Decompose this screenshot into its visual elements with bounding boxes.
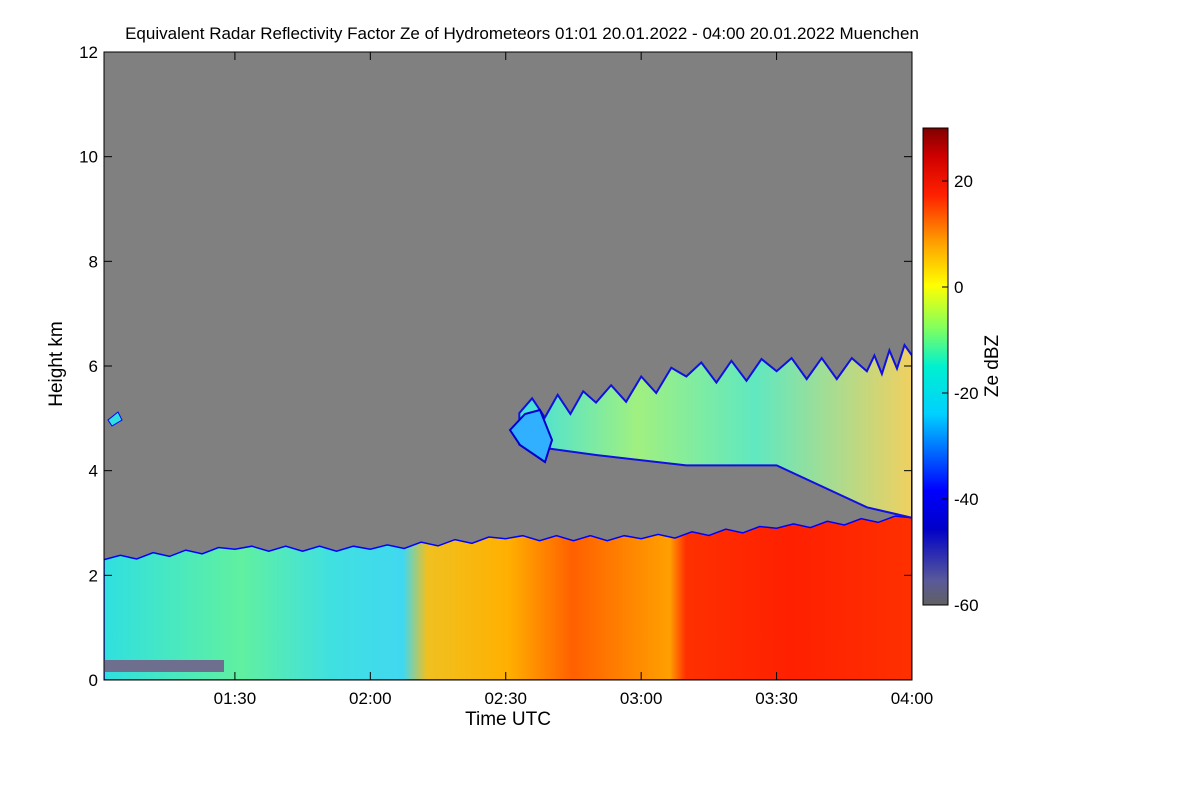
cloud-fragment: [107, 411, 123, 427]
chart-title: Equivalent Radar Reflectivity Factor Ze …: [125, 24, 919, 43]
plot-area: [104, 52, 912, 680]
x-tick-label: 01:30: [214, 689, 257, 708]
colorbar-label: Ze dBZ: [982, 334, 1003, 397]
y-axis-label: Height km: [46, 321, 67, 407]
upper-cloud-layer: [518, 342, 912, 519]
colorbar-tick-label: 0: [954, 278, 963, 297]
ground-clutter: [104, 660, 224, 672]
y-tick-label: 0: [89, 671, 98, 690]
y-tick-label: 12: [79, 43, 98, 62]
y-tick-label: 4: [89, 462, 98, 481]
colorbar: [922, 127, 949, 606]
colorbar-tick-label: -40: [954, 490, 979, 509]
x-tick-label: 04:00: [891, 689, 934, 708]
y-tick-label: 8: [89, 252, 98, 271]
y-tick-label: 10: [79, 148, 98, 167]
colorbar-tick-label: -60: [954, 596, 979, 615]
lower-cloud-layer: [104, 515, 912, 680]
x-axis-label: Time UTC: [465, 709, 551, 730]
x-tick-label: 02:00: [349, 689, 392, 708]
colorbar-axis: 20 0 -20 -40 -60: [942, 172, 979, 615]
cloud-fragment: [508, 408, 554, 464]
x-tick-label: 03:00: [620, 689, 663, 708]
colorbar-tick-label: 20: [954, 172, 973, 191]
x-axis: 01:30 02:00 02:30 03:00 03:30 04:00: [214, 52, 934, 708]
y-tick-label: 2: [89, 566, 98, 585]
x-tick-label: 03:30: [755, 689, 798, 708]
y-axis: 0 2 4 6 8 10 12: [79, 43, 912, 690]
x-tick-label: 02:30: [484, 689, 527, 708]
colorbar-tick-label: -20: [954, 384, 979, 403]
y-tick-label: 6: [89, 357, 98, 376]
